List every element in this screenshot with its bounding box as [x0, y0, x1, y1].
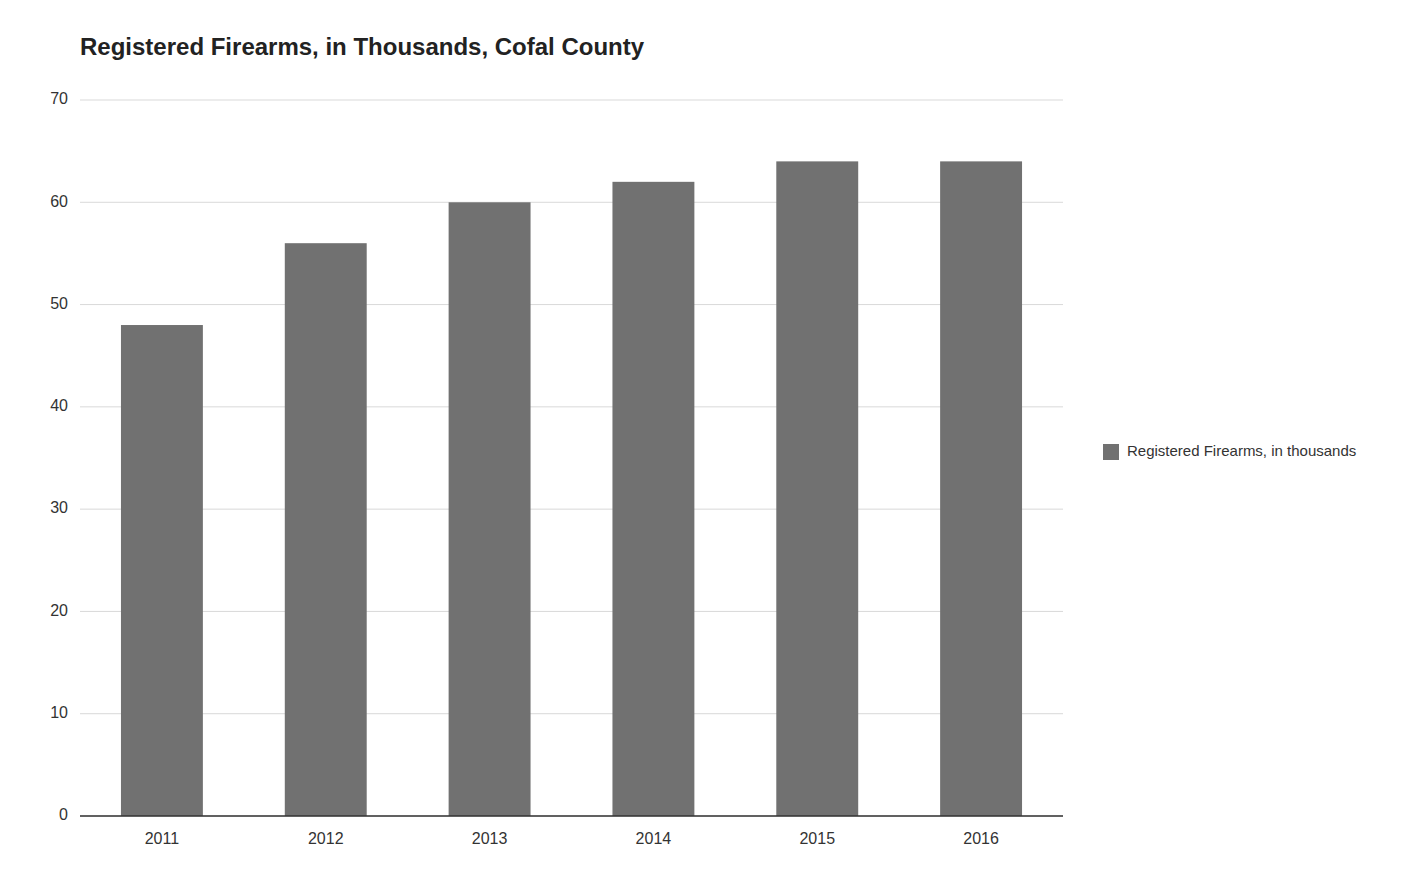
bar — [121, 325, 203, 816]
y-tick-label: 50 — [50, 295, 68, 312]
grid-line — [80, 509, 1063, 510]
y-tick-label: 30 — [50, 499, 68, 516]
legend: Registered Firearms, in thousands — [1103, 442, 1356, 460]
bar — [449, 202, 531, 816]
x-tick-label: 2015 — [799, 830, 835, 847]
chart-container: Registered Firearms, in Thousands, Cofal… — [0, 0, 1423, 896]
legend-label: Registered Firearms, in thousands — [1127, 442, 1356, 459]
x-tick-label: 2014 — [636, 830, 672, 847]
grid-line — [80, 713, 1063, 714]
y-tick-label: 10 — [50, 704, 68, 721]
y-grid — [80, 100, 1063, 816]
grid-line — [80, 816, 1063, 817]
bar — [940, 161, 1022, 816]
chart-title: Registered Firearms, in Thousands, Cofal… — [80, 33, 645, 60]
legend-swatch — [1103, 444, 1119, 460]
x-tick-label: 2016 — [963, 830, 999, 847]
y-tick-label: 0 — [59, 806, 68, 823]
x-tick-label: 2012 — [308, 830, 344, 847]
grid-line — [80, 406, 1063, 407]
bar — [285, 243, 367, 816]
x-tick-label: 2011 — [145, 830, 180, 847]
y-tick-label: 40 — [50, 397, 68, 414]
x-axis-line — [80, 815, 1063, 817]
grid-line — [80, 202, 1063, 203]
bar — [776, 161, 858, 816]
y-tick-label: 60 — [50, 193, 68, 210]
y-tick-label: 20 — [50, 602, 68, 619]
bar — [612, 182, 694, 816]
grid-line — [80, 611, 1063, 612]
x-tick-label: 2013 — [472, 830, 508, 847]
bars — [121, 161, 1022, 816]
grid-line — [80, 304, 1063, 305]
chart-svg: Registered Firearms, in Thousands, Cofal… — [0, 0, 1423, 896]
y-tick-label: 70 — [50, 90, 68, 107]
grid-line — [80, 100, 1063, 101]
